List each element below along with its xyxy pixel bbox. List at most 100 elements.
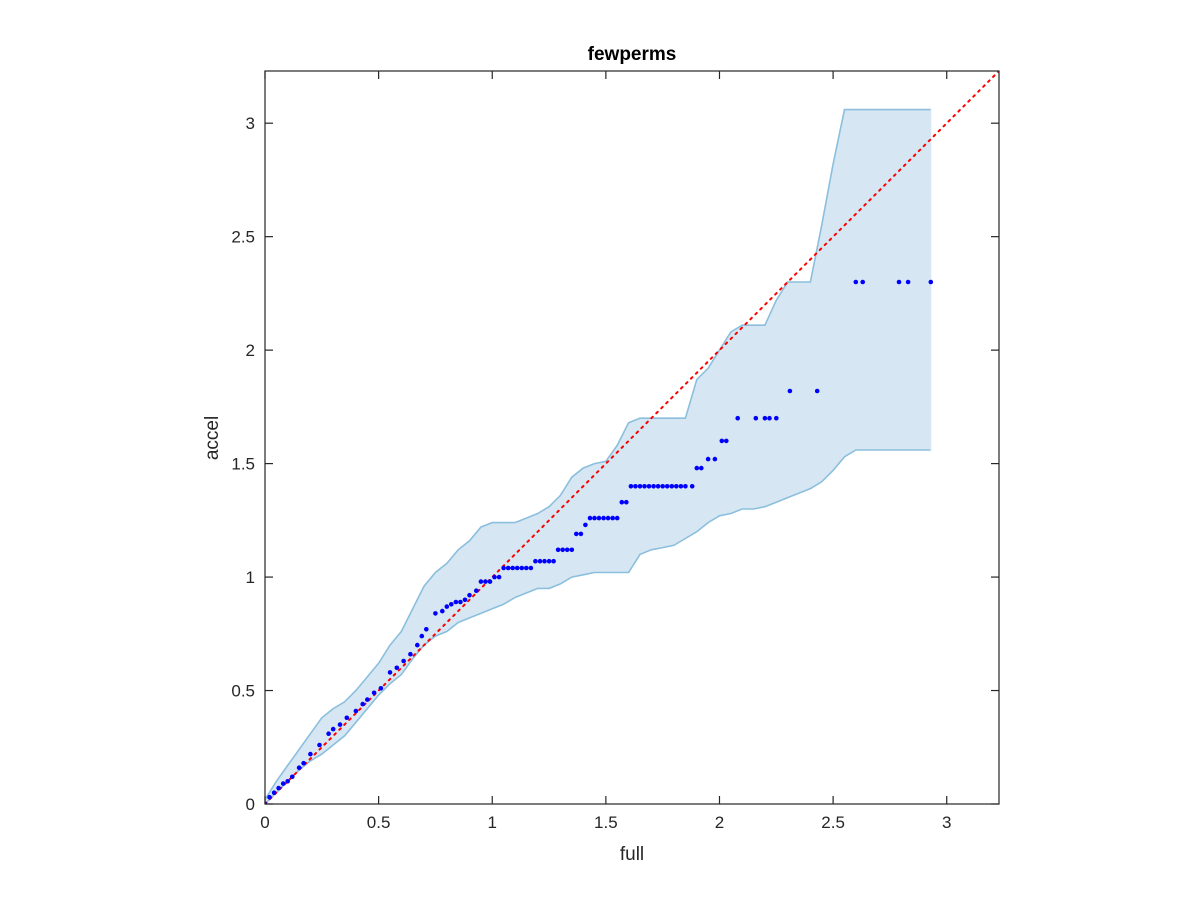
data-point	[587, 515, 593, 521]
data-point	[365, 697, 370, 702]
data-point	[408, 651, 413, 657]
data-point	[853, 279, 859, 285]
data-point	[683, 484, 688, 489]
data-point	[642, 484, 647, 489]
data-point	[655, 484, 661, 489]
data-point	[787, 388, 793, 394]
data-point	[330, 726, 336, 732]
data-point	[267, 794, 272, 800]
data-point	[753, 415, 759, 421]
data-point	[699, 465, 704, 471]
data-point	[433, 611, 438, 616]
data-point	[583, 522, 588, 528]
data-point	[326, 731, 331, 736]
data-point	[276, 785, 281, 791]
data-point	[533, 558, 538, 564]
data-point	[337, 722, 343, 727]
data-point	[712, 456, 718, 462]
data-point	[458, 599, 463, 605]
data-point	[555, 547, 561, 553]
data-point	[496, 574, 502, 580]
data-point	[467, 592, 472, 598]
data-point	[505, 565, 511, 571]
data-point	[814, 388, 820, 394]
data-point	[767, 415, 772, 421]
data-point	[514, 565, 520, 571]
data-point	[524, 565, 529, 571]
data-point	[569, 547, 575, 553]
x-tick-label: 2.5	[821, 813, 845, 832]
data-point	[344, 715, 350, 721]
data-point	[633, 484, 638, 489]
data-point	[419, 633, 425, 639]
data-point	[440, 608, 445, 614]
data-point	[444, 604, 450, 609]
data-point	[564, 547, 570, 553]
data-point	[678, 484, 684, 489]
axes: 0 0.5 1 1.5 2 2.5 3 0 0.5 1 1.5 2 2.5 3	[231, 70, 1000, 832]
data-point	[605, 515, 611, 521]
x-tick-label: 0	[260, 813, 269, 832]
data-point	[301, 760, 306, 766]
data-point	[542, 558, 547, 564]
data-point	[669, 484, 675, 489]
data-point	[735, 415, 740, 421]
data-point	[424, 627, 429, 632]
data-point	[578, 531, 584, 537]
data-point	[619, 499, 625, 505]
data-point	[628, 484, 634, 489]
data-point	[528, 565, 534, 571]
data-point	[378, 686, 384, 691]
x-tick-label: 2	[715, 813, 724, 832]
data-point	[762, 415, 768, 421]
data-point	[592, 515, 597, 521]
x-tick-label: 3	[942, 813, 951, 832]
data-point	[860, 279, 865, 285]
data-point	[560, 547, 565, 553]
data-point	[537, 558, 543, 564]
data-point	[637, 484, 643, 489]
data-point	[415, 642, 420, 648]
reference-line	[265, 71, 999, 804]
y-tick-label: 3	[246, 114, 255, 133]
data-point	[478, 579, 484, 584]
axes-box	[264, 70, 1000, 805]
plot-contents	[265, 71, 999, 804]
x-axis-label: full	[620, 844, 644, 865]
data-point	[308, 751, 313, 757]
data-point	[774, 415, 779, 421]
data-points	[265, 279, 934, 804]
data-point	[551, 558, 556, 564]
data-point	[694, 465, 700, 471]
y-tick-label: 2.5	[231, 228, 255, 247]
data-point	[285, 779, 291, 784]
data-point	[449, 602, 454, 607]
data-point	[290, 774, 295, 780]
chart-title: fewperms	[588, 44, 677, 65]
data-point	[601, 515, 606, 521]
data-point	[492, 574, 497, 580]
confidence-band	[265, 109, 931, 804]
data-point	[401, 658, 406, 664]
data-point	[474, 588, 479, 593]
data-point	[462, 597, 468, 603]
data-point	[483, 579, 488, 584]
data-point	[614, 515, 620, 521]
y-tick-label: 0	[246, 795, 255, 814]
data-point	[664, 484, 670, 489]
x-tick-label: 0.5	[367, 813, 391, 832]
data-point	[651, 484, 656, 489]
data-point	[905, 279, 911, 285]
x-tick-label: 1.5	[594, 813, 618, 832]
band-lower-edge	[265, 449, 931, 804]
data-point	[546, 558, 552, 564]
plot-area	[265, 71, 999, 804]
data-point	[574, 531, 579, 537]
data-point	[296, 765, 302, 770]
data-point	[519, 565, 525, 571]
data-point	[674, 484, 679, 489]
data-point	[719, 438, 725, 444]
data-point	[453, 599, 459, 605]
